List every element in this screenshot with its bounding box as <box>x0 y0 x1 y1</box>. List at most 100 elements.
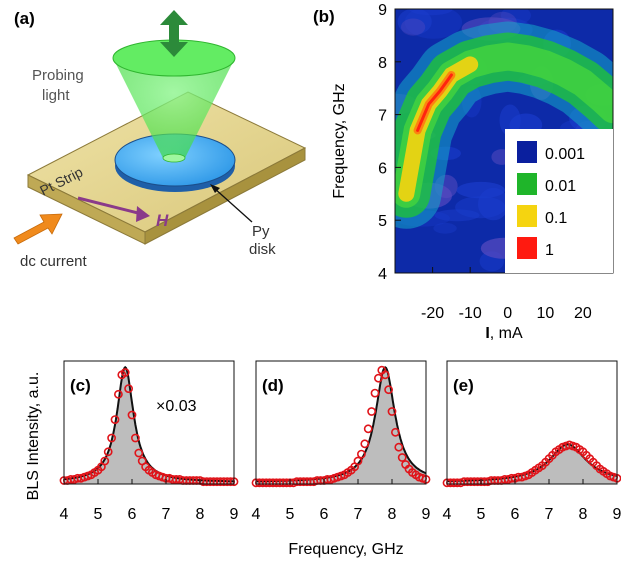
panel-b-label: (b) <box>313 7 335 26</box>
heatmap-x-tick-label: 10 <box>536 305 554 322</box>
legend-swatch <box>517 237 537 259</box>
spectrum-x-tick-label: 4 <box>252 506 261 523</box>
spectrum-x-tick-label: 5 <box>477 506 486 523</box>
legend-label: 0.1 <box>545 210 567 227</box>
heatmap-x-tick-label: -20 <box>421 305 444 322</box>
legend-swatch <box>517 141 537 163</box>
data-point <box>120 368 130 377</box>
data-point <box>387 407 397 416</box>
panel-d-spectrum: 4 5 6 7 8 9 (d) <box>252 360 431 523</box>
heatmap-y-tick-label: 6 <box>378 160 387 177</box>
probing-light-label-1: Probing <box>32 67 84 84</box>
data-point <box>134 448 144 458</box>
spectrum-x-tick-label: 8 <box>388 506 397 523</box>
heatmap-band <box>395 21 613 229</box>
heatmap-x-tick-label: -10 <box>459 305 482 322</box>
disk-label-2: disk <box>249 241 276 258</box>
spectrum-panel-label: (d) <box>262 376 284 395</box>
spectrum-x-tick-label: 9 <box>230 506 239 523</box>
cone-spot <box>162 153 186 163</box>
heatmap-x-ticks: -20 -10 0 10 20 <box>421 267 592 322</box>
spectra-panels: 4 5 6 7 8 9 (c) ×0.03 4 5 6 7 8 9 (d) 4 5 6 7 8 9 (e) <box>60 360 621 523</box>
fit-area <box>256 367 426 484</box>
legend-label: 0.01 <box>545 178 576 195</box>
spectrum-x-tick-label: 6 <box>128 506 137 523</box>
pt-strip-side <box>144 147 306 245</box>
heatmap-y-tick-label: 5 <box>378 213 387 230</box>
panel-b-heatmap: (b) 4 5 6 7 8 9 -20 -10 0 10 20 0.001 0.01 0.1 1 Fre… <box>313 2 614 342</box>
heatmap-texture-patch <box>499 104 521 137</box>
spectrum-x-tick-label: 8 <box>579 506 588 523</box>
heatmap-y-axis-label: Frequency, GHz <box>331 83 348 198</box>
data-point <box>110 415 120 424</box>
field-arrow <box>77 196 143 216</box>
field-arrowhead-icon <box>136 206 150 222</box>
data-point <box>367 407 376 416</box>
data-point <box>380 370 390 380</box>
spectrum-x-tick-label: 4 <box>443 506 452 523</box>
panel-e-spectrum: 4 5 6 7 8 9 (e) <box>443 360 621 523</box>
spectrum-x-tick-label: 5 <box>94 506 103 523</box>
heatmap-y-tick-label: 8 <box>378 55 387 72</box>
data-point <box>384 385 393 395</box>
x-axis-symbol: I <box>485 325 489 342</box>
probing-light-label-2: light <box>42 87 70 104</box>
legend-swatch <box>517 205 537 227</box>
data-point <box>100 456 110 466</box>
disk-pointer-line <box>213 187 253 223</box>
spectrum-frame <box>446 360 618 485</box>
legend-label: 1 <box>545 242 554 259</box>
spectrum-x-tick-label: 4 <box>60 506 69 523</box>
spectrum-panel-label: (e) <box>453 376 474 395</box>
data-point <box>103 447 113 457</box>
data-point <box>131 433 140 443</box>
spectrum-x-tick-label: 9 <box>613 506 621 523</box>
data-point <box>124 384 133 393</box>
data-point <box>114 389 123 399</box>
heatmap-texture-patch <box>433 222 457 234</box>
spectrum-x-tick-label: 6 <box>511 506 520 523</box>
disk-label-1: Py <box>252 223 270 240</box>
data-point <box>353 456 363 466</box>
heatmap-x-axis-label: I, mA <box>485 325 523 342</box>
legend-swatch <box>517 173 537 195</box>
heatmap-y-tick-label: 4 <box>378 266 387 283</box>
dc-current-label: dc current <box>20 253 88 270</box>
heatmap-texture-patch <box>397 9 432 35</box>
heatmap-y-tick-label: 9 <box>378 2 387 19</box>
spectrum-x-tick-label: 7 <box>354 506 363 523</box>
disk-pointer-arrow-icon <box>210 184 220 193</box>
data-point <box>127 410 137 420</box>
heatmap-x-tick-label: 20 <box>574 305 592 322</box>
field-label: H <box>156 211 169 230</box>
heatmap-texture-patch <box>455 196 506 219</box>
data-point <box>394 442 404 452</box>
spectrum-x-tick-label: 5 <box>286 506 295 523</box>
spectrum-x-tick-label: 8 <box>196 506 205 523</box>
legend-label: 0.001 <box>545 146 585 163</box>
heatmap-texture-patch <box>409 9 453 16</box>
spectrum-x-tick-label: 9 <box>422 506 431 523</box>
spectrum-x-tick-label: 7 <box>545 506 554 523</box>
heatmap-band-max <box>416 73 453 132</box>
x-axis-unit: , mA <box>490 325 523 342</box>
spectrum-x-tick-label: 6 <box>320 506 329 523</box>
spectra-x-axis-label: Frequency, GHz <box>288 541 403 558</box>
heatmap-legend: 0.001 0.01 0.1 1 <box>505 129 613 273</box>
probing-light-cone <box>113 58 235 158</box>
heatmap-y-ticks: 4 5 6 7 8 9 <box>378 2 401 283</box>
spectrum-panel-label: (c) <box>70 376 91 395</box>
spectra-y-axis-label: BLS Intensity, a.u. <box>25 372 42 501</box>
data-point <box>360 439 370 449</box>
data-point <box>357 449 366 459</box>
heatmap-y-tick-label: 7 <box>378 108 387 125</box>
data-point <box>397 453 407 462</box>
data-point <box>390 427 400 437</box>
panel-a-schematic: (a) Probing light Pt Strip H Py disk <box>13 9 307 270</box>
data-point <box>374 373 383 383</box>
data-point <box>107 433 116 443</box>
data-point <box>363 424 373 434</box>
fit-area <box>447 444 617 484</box>
spectrum-x-tick-label: 7 <box>162 506 171 523</box>
